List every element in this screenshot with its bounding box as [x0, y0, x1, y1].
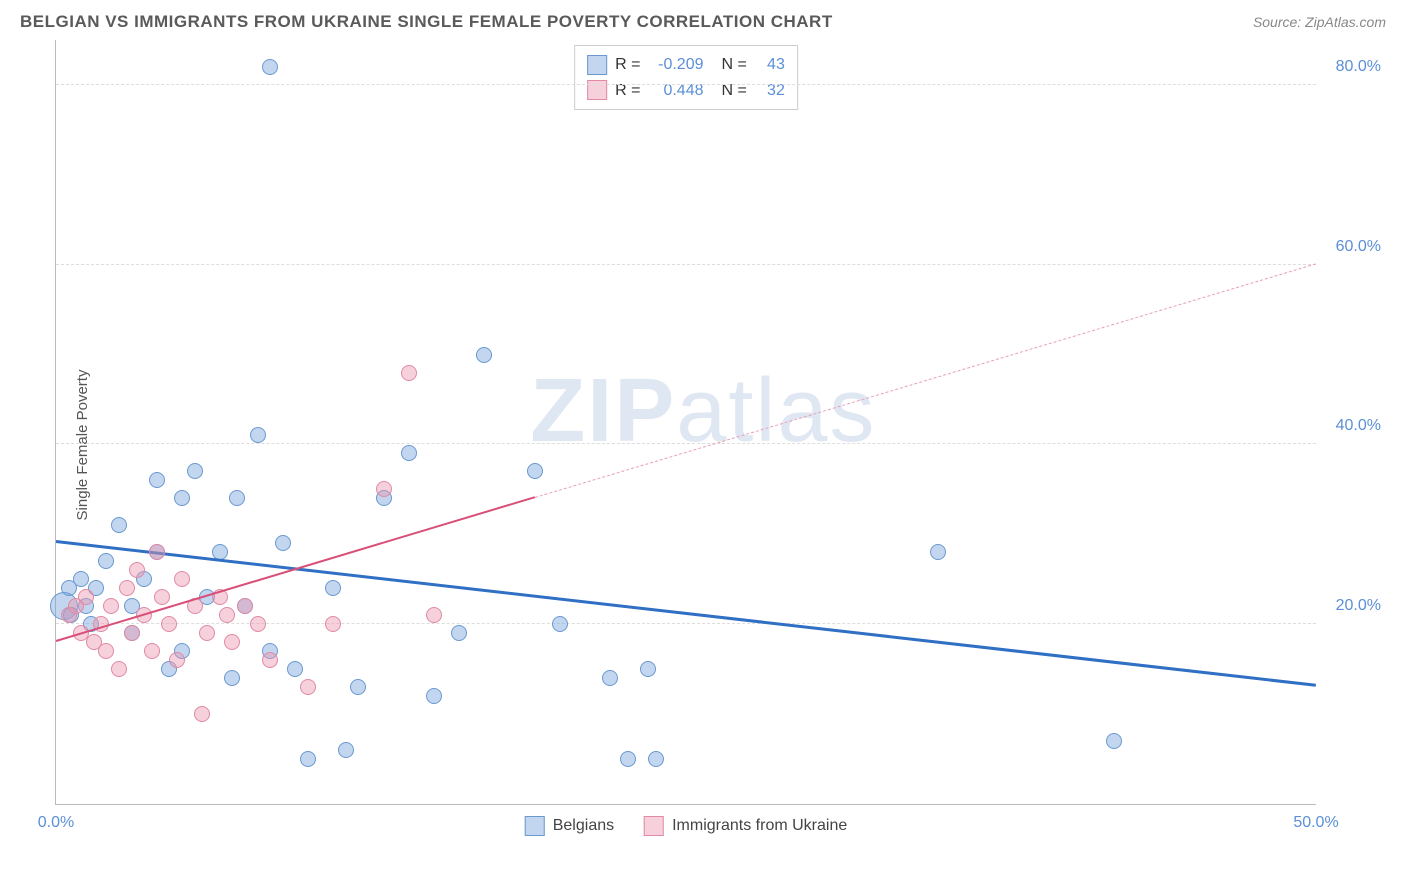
data-point [144, 643, 160, 659]
data-point [224, 670, 240, 686]
data-point [401, 365, 417, 381]
data-point [300, 679, 316, 695]
header: BELGIAN VS IMMIGRANTS FROM UKRAINE SINGL… [0, 0, 1406, 40]
data-point [552, 616, 568, 632]
data-point [250, 616, 266, 632]
data-point [119, 580, 135, 596]
trend-line [56, 496, 535, 642]
correlation-legend: R = -0.209 N = 43 R = 0.448 N = 32 [574, 45, 798, 110]
data-point [648, 751, 664, 767]
data-point [229, 490, 245, 506]
data-point [640, 661, 656, 677]
data-point [161, 616, 177, 632]
data-point [194, 706, 210, 722]
legend-swatch [644, 816, 664, 836]
data-point [98, 643, 114, 659]
data-point [250, 427, 266, 443]
data-point [426, 688, 442, 704]
data-point [78, 589, 94, 605]
data-point [426, 607, 442, 623]
legend-row-belgians: R = -0.209 N = 43 [587, 52, 785, 78]
data-point [930, 544, 946, 560]
data-point [300, 751, 316, 767]
data-point [199, 625, 215, 641]
x-tick-label: 0.0% [38, 814, 74, 832]
data-point [287, 661, 303, 677]
data-point [275, 535, 291, 551]
data-point [129, 562, 145, 578]
data-point [527, 463, 543, 479]
y-tick-label: 20.0% [1336, 597, 1381, 615]
legend-label: Belgians [553, 817, 614, 835]
plot-region: ZIPatlas R = -0.209 N = 43 R = 0.448 N =… [55, 40, 1316, 805]
data-point [174, 571, 190, 587]
data-point [325, 616, 341, 632]
data-point [338, 742, 354, 758]
y-tick-label: 40.0% [1336, 417, 1381, 435]
source-label: Source: ZipAtlas.com [1253, 14, 1386, 30]
swatch-belgians [587, 55, 607, 75]
data-point [325, 580, 341, 596]
watermark: ZIPatlas [530, 360, 876, 463]
data-point [111, 517, 127, 533]
chart-title: BELGIAN VS IMMIGRANTS FROM UKRAINE SINGL… [20, 12, 833, 32]
gridline [56, 623, 1316, 624]
data-point [376, 481, 392, 497]
data-point [73, 571, 89, 587]
data-point [187, 463, 203, 479]
legend-item: Immigrants from Ukraine [644, 816, 847, 836]
data-point [350, 679, 366, 695]
y-tick-label: 60.0% [1336, 238, 1381, 256]
data-point [602, 670, 618, 686]
data-point [103, 598, 119, 614]
data-point [476, 347, 492, 363]
data-point [111, 661, 127, 677]
data-point [124, 625, 140, 641]
y-tick-label: 80.0% [1336, 58, 1381, 76]
gridline [56, 84, 1316, 85]
legend-swatch [525, 816, 545, 836]
gridline [56, 443, 1316, 444]
data-point [237, 598, 253, 614]
data-point [620, 751, 636, 767]
trend-line [535, 264, 1316, 499]
data-point [174, 490, 190, 506]
data-point [149, 472, 165, 488]
data-point [149, 544, 165, 560]
data-point [169, 652, 185, 668]
data-point [224, 634, 240, 650]
data-point [1106, 733, 1122, 749]
data-point [451, 625, 467, 641]
gridline [56, 264, 1316, 265]
data-point [98, 553, 114, 569]
x-tick-label: 50.0% [1293, 814, 1338, 832]
legend-label: Immigrants from Ukraine [672, 817, 847, 835]
chart-area: Single Female Poverty ZIPatlas R = -0.20… [45, 40, 1386, 850]
data-point [262, 59, 278, 75]
data-point [401, 445, 417, 461]
data-point [219, 607, 235, 623]
legend-row-ukraine: R = 0.448 N = 32 [587, 78, 785, 104]
data-point [154, 589, 170, 605]
legend-item: Belgians [525, 816, 614, 836]
series-legend: Belgians Immigrants from Ukraine [525, 816, 848, 836]
data-point [262, 652, 278, 668]
